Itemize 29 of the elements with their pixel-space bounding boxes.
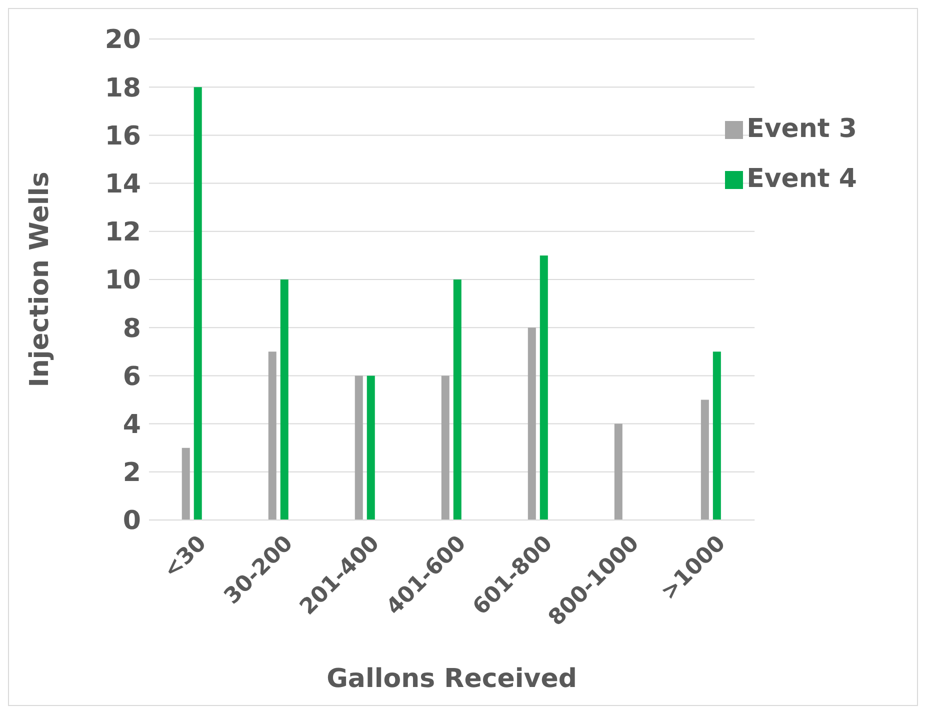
y-tick-label: 20 bbox=[104, 25, 141, 56]
y-tick-label: 14 bbox=[104, 170, 141, 200]
y-tick-label: 18 bbox=[104, 73, 141, 104]
y-tick-label: 2 bbox=[122, 458, 141, 488]
y-tick-label: 4 bbox=[122, 410, 141, 440]
bar bbox=[280, 280, 288, 520]
bar bbox=[614, 424, 622, 520]
y-tick-label: 8 bbox=[122, 314, 141, 344]
bar bbox=[182, 448, 190, 520]
bar bbox=[441, 376, 450, 520]
bar bbox=[194, 87, 202, 520]
y-tick-label: 6 bbox=[122, 362, 141, 392]
bar bbox=[712, 352, 721, 520]
legend-label: Event 4 bbox=[746, 164, 857, 194]
bar bbox=[453, 280, 462, 520]
y-tick-label: 10 bbox=[104, 266, 141, 296]
y-tick-label: 0 bbox=[122, 506, 141, 536]
x-axis-title: Gallons Received bbox=[326, 664, 577, 694]
bar bbox=[528, 328, 536, 520]
x-tick-label: <30 bbox=[159, 531, 212, 584]
y-tick-label: 16 bbox=[104, 121, 141, 152]
y-tick-label: 12 bbox=[104, 218, 141, 248]
bar bbox=[268, 352, 276, 520]
bar bbox=[540, 255, 548, 520]
bar bbox=[354, 376, 363, 520]
bar bbox=[366, 376, 375, 520]
y-axis-title: Injection Wells bbox=[25, 172, 56, 388]
bar bbox=[700, 400, 709, 520]
legend-label: Event 3 bbox=[746, 114, 857, 144]
